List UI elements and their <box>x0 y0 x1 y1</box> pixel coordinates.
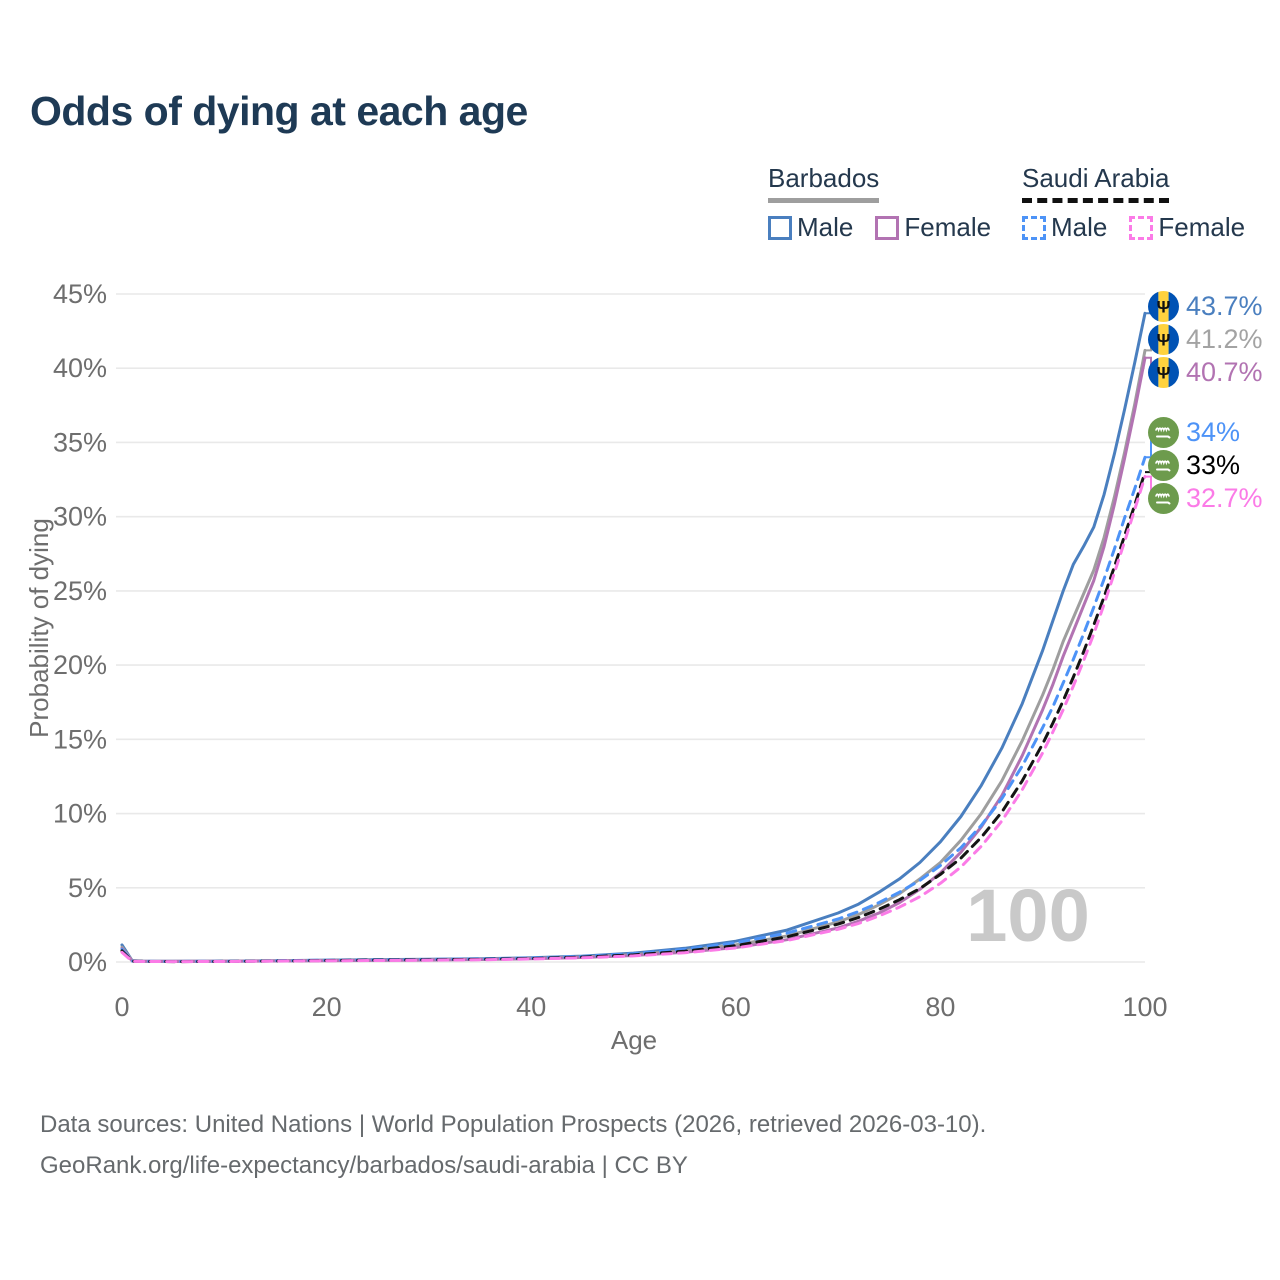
end-label-barbados-male: Ψ 43.7% <box>1148 290 1263 322</box>
flag-icon-saudi-arabia <box>1148 416 1179 448</box>
x-tick-label: 20 <box>312 992 342 1022</box>
x-tick-label: 100 <box>1122 992 1167 1022</box>
y-tick-label: 25% <box>53 576 107 606</box>
svg-text:Ψ: Ψ <box>1157 363 1171 382</box>
legend-item-label: Female <box>904 212 992 242</box>
legend: Barbados Male Female Saudi Arabia Male <box>0 163 1280 243</box>
chart-title: Odds of dying at each age <box>30 88 528 134</box>
end-label-value: 40.7% <box>1186 356 1263 387</box>
x-axis-title: Age <box>611 1025 657 1055</box>
legend-item-label: Male <box>797 212 854 242</box>
legend-item-label: Male <box>1051 212 1108 242</box>
legend-swatch-saudi-female <box>1129 215 1154 240</box>
end-label-value: 43.7% <box>1186 290 1263 321</box>
legend-group-title-barbados: Barbados <box>768 163 880 203</box>
series-line-barbados-male <box>120 311 1147 963</box>
x-tick-label: 60 <box>721 992 751 1022</box>
svg-text:Ψ: Ψ <box>1157 297 1171 316</box>
end-label-value: 34% <box>1186 416 1241 447</box>
end-label-value: 33% <box>1186 449 1241 480</box>
y-tick-label: 35% <box>53 427 107 457</box>
legend-swatch-barbados-female <box>875 215 900 240</box>
y-tick-label: 20% <box>53 650 107 680</box>
y-tick-label: 45% <box>53 279 107 309</box>
legend-item-saudi-male[interactable]: Male <box>1022 212 1107 243</box>
end-label-value: 32.7% <box>1186 482 1263 513</box>
legend-item-barbados-female[interactable]: Female <box>875 212 991 243</box>
legend-item-barbados-male[interactable]: Male <box>768 212 853 243</box>
y-tick-label: 40% <box>53 353 107 383</box>
legend-item-label: Female <box>1158 212 1246 242</box>
legend-group-barbados: Barbados Male Female <box>768 163 991 243</box>
end-label-saudi-arabia-both: 33% <box>1148 449 1240 481</box>
flag-icon-saudi-arabia <box>1148 449 1179 481</box>
svg-text:Ψ: Ψ <box>1157 330 1171 349</box>
flag-icon-barbados: Ψ <box>1148 290 1179 322</box>
legend-swatch-barbados-male <box>768 215 792 240</box>
end-label-saudi-arabia-male: 34% <box>1148 416 1240 448</box>
legend-items-barbados: Male Female <box>768 212 991 243</box>
x-tick-label: 0 <box>114 992 129 1022</box>
y-tick-label: 10% <box>53 799 107 829</box>
legend-group-saudi-arabia: Saudi Arabia Male Female <box>1022 163 1245 243</box>
series-line-barbados-female <box>120 356 1147 963</box>
flag-icon-barbados: Ψ <box>1148 356 1179 388</box>
end-label-barbados-both: Ψ 41.2% <box>1148 323 1263 355</box>
watermark-age-100: 100 <box>966 874 1089 957</box>
legend-item-saudi-female[interactable]: Female <box>1129 212 1245 243</box>
legend-items-saudi-arabia: Male Female <box>1022 212 1245 243</box>
footer: Data sources: United Nations | World Pop… <box>40 1104 986 1186</box>
y-axis-title: Probability of dying <box>24 518 54 738</box>
series-line-saudi-arabia-female <box>120 475 1147 964</box>
y-tick-label: 0% <box>68 947 107 977</box>
legend-group-title-saudi-arabia: Saudi Arabia <box>1022 163 1170 203</box>
flag-icon-barbados: Ψ <box>1148 323 1179 355</box>
flag-icon-saudi-arabia <box>1148 482 1179 514</box>
end-label-barbados-female: Ψ 40.7% <box>1148 356 1263 388</box>
y-tick-label: 30% <box>53 502 107 532</box>
y-tick-label: 15% <box>53 724 107 754</box>
y-tick-label: 5% <box>68 873 107 903</box>
end-label-saudi-arabia-female: 32.7% <box>1148 482 1263 514</box>
end-label-value: 41.2% <box>1186 323 1263 354</box>
legend-swatch-saudi-male <box>1022 215 1046 240</box>
footer-data-sources: Data sources: United Nations | World Pop… <box>40 1111 987 1138</box>
x-tick-label: 80 <box>925 992 955 1022</box>
x-tick-label: 40 <box>516 992 546 1022</box>
footer-attribution: GeoRank.org/life-expectancy/barbados/sau… <box>40 1152 688 1179</box>
